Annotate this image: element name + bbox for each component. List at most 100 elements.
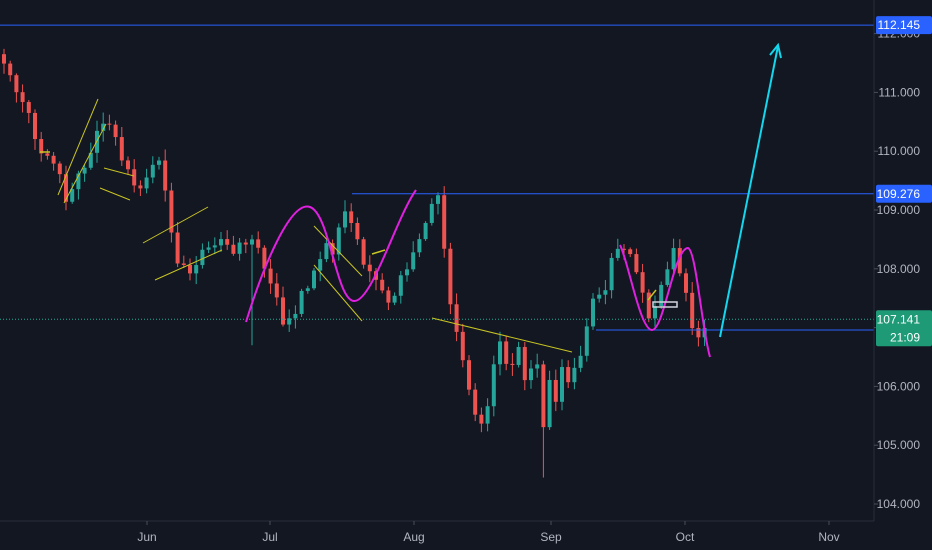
time-tick-label: Nov xyxy=(818,530,839,544)
time-axis[interactable]: Jun Jul Aug Sep Oct Nov xyxy=(0,520,874,544)
projection-arrowhead xyxy=(769,42,782,59)
candle-body xyxy=(299,290,304,314)
candle-body xyxy=(510,363,515,365)
candle-body xyxy=(671,248,676,270)
candle-body xyxy=(659,284,664,307)
yellow-channel-line xyxy=(142,206,209,244)
candle-body xyxy=(522,346,527,381)
candle-body xyxy=(64,174,68,202)
candle-body xyxy=(281,297,285,325)
candle-body xyxy=(14,75,19,93)
level-price-tag-text: 112.145 xyxy=(878,18,921,32)
candle-body xyxy=(82,167,87,174)
yellow-trendline xyxy=(431,317,573,353)
candle-body xyxy=(318,259,323,271)
candle-body xyxy=(119,137,124,161)
candle-body xyxy=(591,298,595,327)
candle-body xyxy=(622,248,626,250)
candle-body xyxy=(646,292,651,319)
candle-body xyxy=(45,153,50,156)
candle-body xyxy=(653,306,657,319)
candle-body xyxy=(107,123,112,125)
candle-body xyxy=(380,279,385,291)
time-tick-label: Sep xyxy=(540,530,562,544)
candle-body xyxy=(355,222,360,240)
time-tick-label: Jun xyxy=(137,530,156,544)
candle-body xyxy=(343,211,347,228)
candle-body xyxy=(336,227,341,255)
yellow-channel-line xyxy=(154,249,223,281)
candle-body xyxy=(417,239,422,253)
candle-body xyxy=(181,263,186,265)
candle-body xyxy=(504,341,509,364)
candle-body xyxy=(460,331,465,361)
candle-body xyxy=(392,295,397,303)
yellow-channel-line xyxy=(313,225,363,277)
candle-body xyxy=(33,112,37,140)
candle-body xyxy=(584,326,589,356)
candle-body xyxy=(26,102,31,113)
price-tick-label: 111.000 xyxy=(878,85,920,99)
yellow-channel-line xyxy=(313,264,363,322)
candle-body xyxy=(684,273,688,293)
candle-body xyxy=(126,160,130,170)
candle-body xyxy=(491,364,496,407)
candle-body xyxy=(640,272,645,293)
candle-body xyxy=(578,355,583,368)
candle-body xyxy=(138,185,143,189)
level-lines-layer xyxy=(0,24,874,331)
candle-body xyxy=(572,367,577,383)
candle-body xyxy=(423,222,428,240)
price-tick-label: 108.000 xyxy=(877,262,921,276)
candle-body xyxy=(516,346,521,365)
candle-body xyxy=(175,232,180,264)
candle-body xyxy=(454,304,459,332)
candle-body xyxy=(163,160,168,191)
candle-body xyxy=(188,264,192,274)
candle-body xyxy=(634,254,639,273)
candle-body xyxy=(169,190,174,233)
candle-body xyxy=(256,239,261,248)
yellow-mark xyxy=(371,249,386,255)
candle-body xyxy=(243,242,248,245)
yellow-mark xyxy=(647,289,657,301)
candle-body xyxy=(8,63,13,76)
yellow-channel-line xyxy=(99,187,131,201)
yellow-channel-line xyxy=(103,167,135,177)
candle-body xyxy=(250,239,254,245)
candle-body xyxy=(231,244,236,254)
candle-body xyxy=(448,248,453,305)
candle-body xyxy=(349,211,354,223)
candle-body xyxy=(411,252,416,270)
price-tick-label: 109.000 xyxy=(877,203,921,217)
candle-body xyxy=(39,139,44,154)
magenta-pattern-curve xyxy=(619,244,711,358)
candle-body xyxy=(529,368,533,381)
candle-body xyxy=(237,242,242,254)
candle-body xyxy=(287,318,292,325)
candle-body xyxy=(690,292,695,329)
candle-body xyxy=(200,249,205,266)
candle-body xyxy=(293,313,298,319)
candle-body xyxy=(603,290,608,295)
candle-body xyxy=(212,245,217,248)
current-price-tag xyxy=(876,310,932,347)
candles-layer xyxy=(2,48,707,478)
candle-body xyxy=(88,152,93,168)
candle-body xyxy=(194,265,199,274)
candle-body xyxy=(566,367,571,383)
candle-body xyxy=(498,341,502,365)
candle-body xyxy=(70,189,75,202)
candle-body xyxy=(76,173,81,190)
candle-body xyxy=(101,123,106,131)
candle-body xyxy=(442,195,447,249)
candle-body xyxy=(429,203,434,223)
candle-body xyxy=(144,177,149,189)
time-tick-label: Aug xyxy=(403,530,424,544)
countdown-text: 21:09 xyxy=(890,330,920,344)
candle-body xyxy=(597,294,602,299)
candle-body xyxy=(20,92,25,103)
candle-body xyxy=(274,283,279,298)
